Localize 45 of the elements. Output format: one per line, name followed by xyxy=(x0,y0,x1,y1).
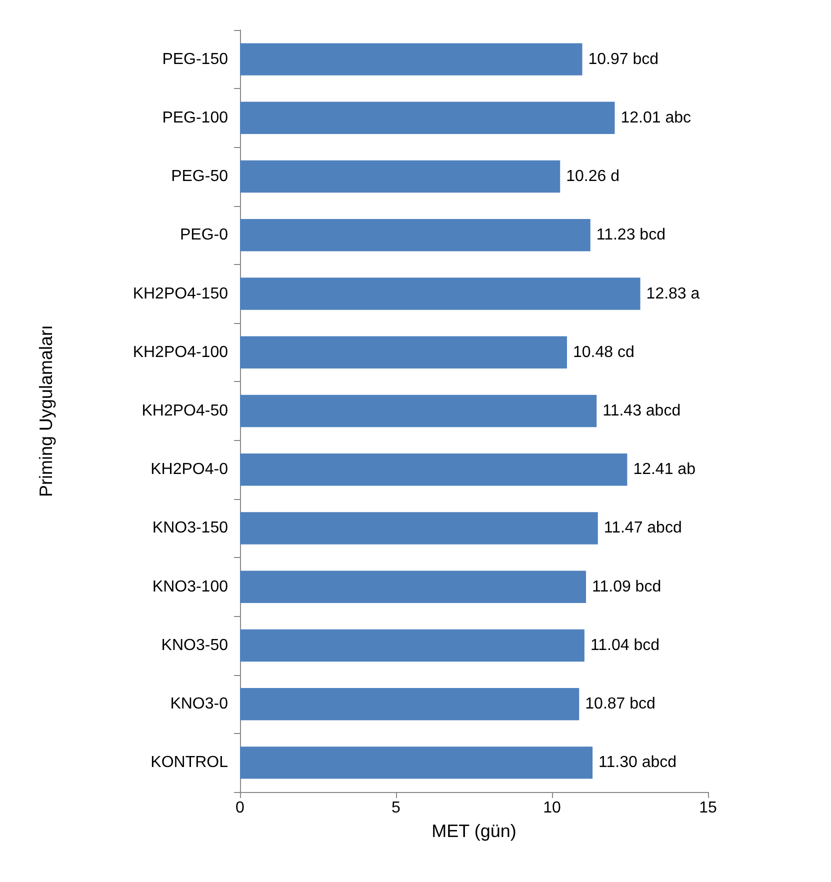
data-label: 11.09 bcd xyxy=(592,578,662,596)
data-label: 11.47 abcd xyxy=(604,520,682,537)
x-tick-label: 15 xyxy=(699,800,717,816)
y-tick-label: KNO3-100 xyxy=(152,578,228,596)
bar xyxy=(240,512,598,544)
data-label: 12.83 a xyxy=(646,285,700,302)
data-label: 10.87 bcd xyxy=(585,696,656,713)
data-label: 11.23 bcd xyxy=(596,226,666,244)
data-label: 12.41 ab xyxy=(633,461,696,478)
data-label: 11.30 abcd xyxy=(598,754,677,772)
y-axis-title: Priming Uygulamaları xyxy=(36,324,56,498)
bar xyxy=(240,219,590,252)
y-tick-label: KNO3-0 xyxy=(170,696,228,713)
data-label: 10.26 d xyxy=(566,168,620,186)
bar xyxy=(240,688,580,720)
bar xyxy=(240,160,560,193)
y-tick-label: PEG-0 xyxy=(180,226,228,244)
y-tick-label: KH2PO4-0 xyxy=(150,461,228,478)
data-label: 11.04 bcd xyxy=(590,636,660,654)
y-tick-label: KH2PO4-50 xyxy=(142,402,228,420)
bar xyxy=(240,453,628,486)
x-axis-title: MET (gün) xyxy=(432,821,516,841)
data-label: 10.97 bcd xyxy=(588,50,659,68)
bar xyxy=(240,746,593,779)
bar xyxy=(240,394,597,428)
bar xyxy=(240,629,584,662)
bar xyxy=(240,570,586,603)
y-tick-label: KNO3-50 xyxy=(161,636,228,654)
bar xyxy=(240,336,567,369)
data-label: 11.43 abcd xyxy=(602,402,681,420)
x-tick-label: 5 xyxy=(392,800,401,816)
data-label: 10.48 cd xyxy=(572,344,634,361)
y-tick-label: PEG-150 xyxy=(162,50,228,68)
bar xyxy=(240,102,615,134)
x-tick-label: 0 xyxy=(236,800,245,816)
bar xyxy=(240,43,582,76)
bar xyxy=(240,278,640,310)
data-label: 12.01 abc xyxy=(620,109,691,126)
x-tick-label: 10 xyxy=(543,800,561,816)
y-tick-label: KH2PO4-100 xyxy=(132,344,228,361)
y-tick-label: PEG-50 xyxy=(171,168,228,186)
y-tick-label: KNO3-150 xyxy=(152,520,228,537)
y-tick-label: PEG-100 xyxy=(162,109,228,126)
y-tick-label: KONTROL xyxy=(150,754,228,772)
y-tick-label: KH2PO4-150 xyxy=(132,285,228,302)
